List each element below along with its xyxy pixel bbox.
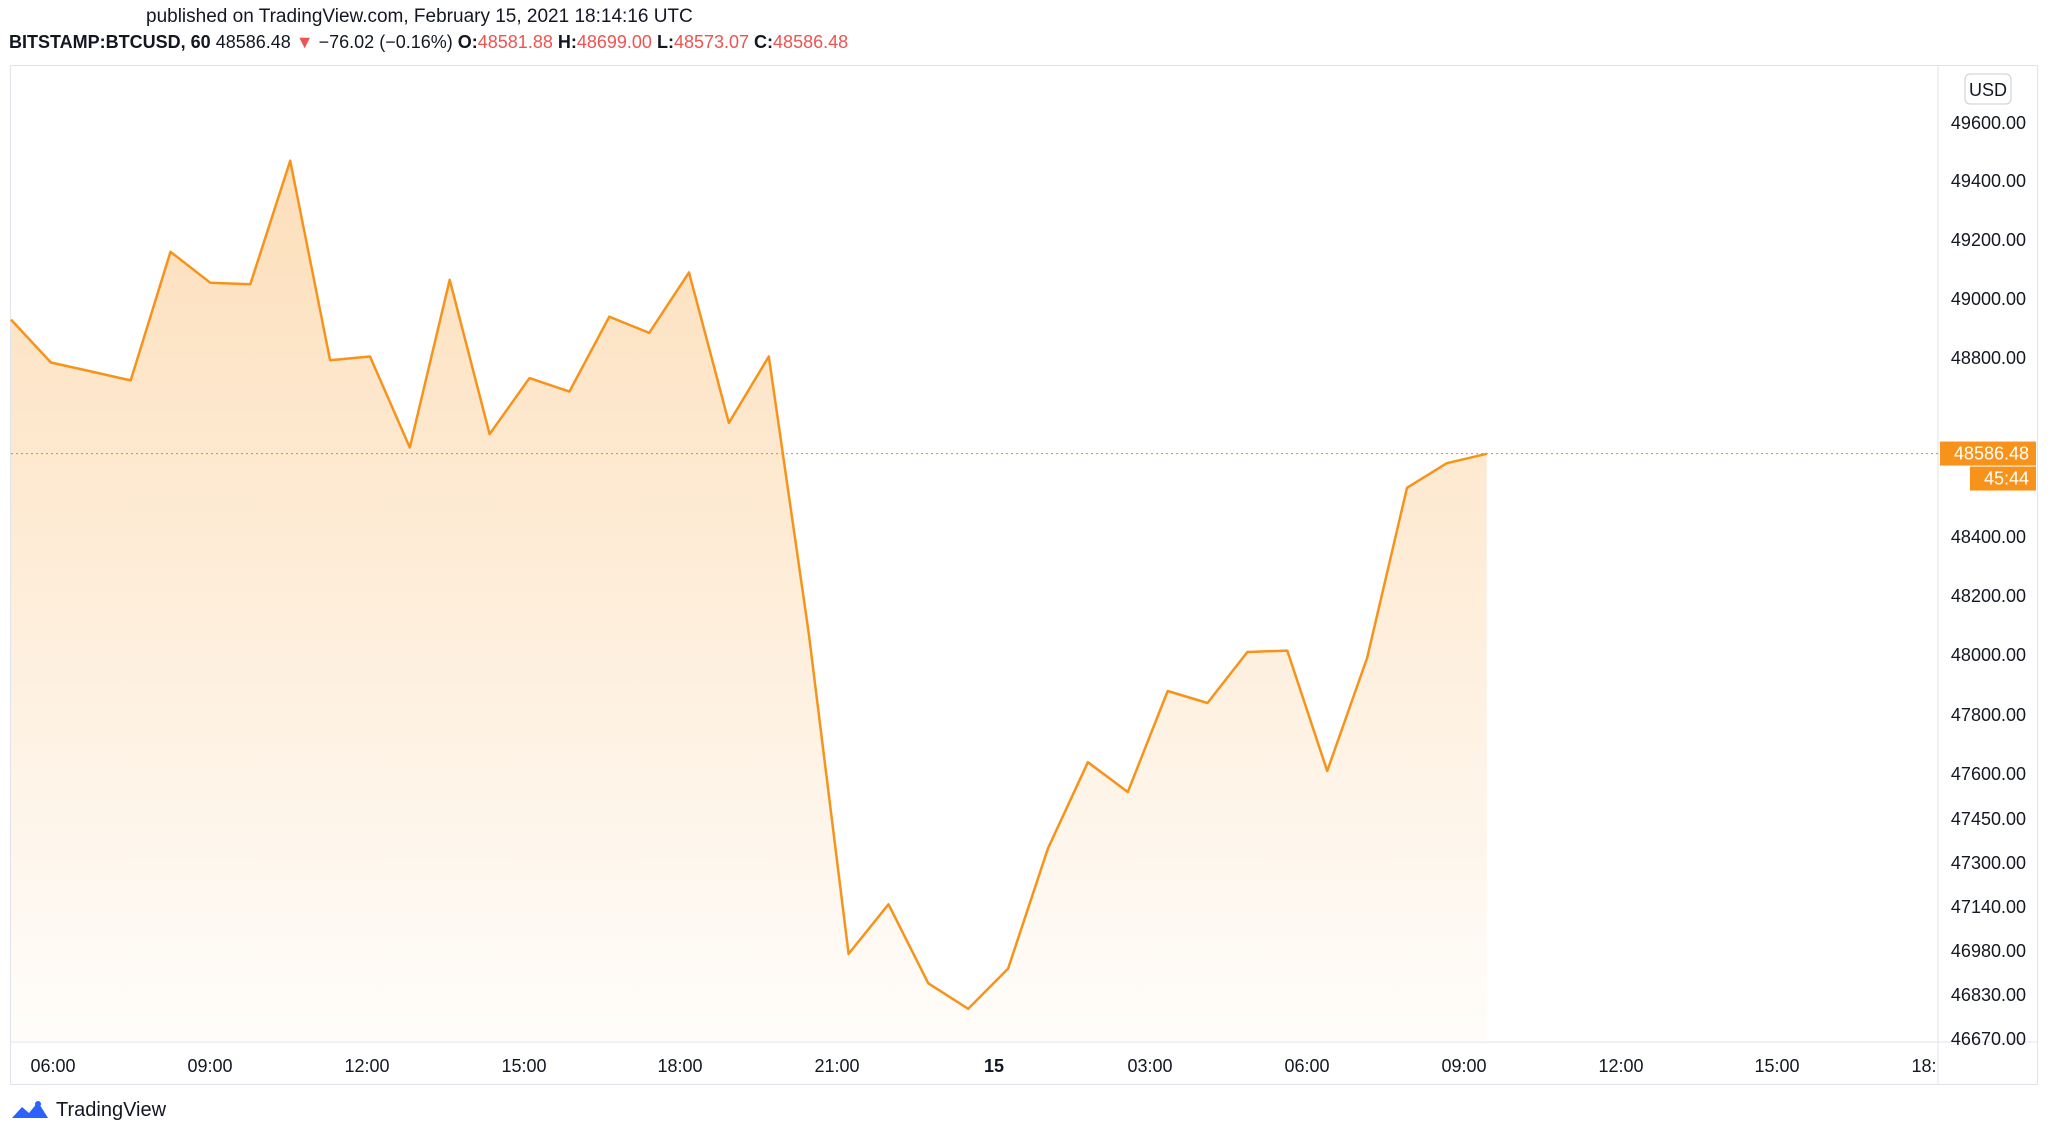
tradingview-logo[interactable]: TradingView (10, 1098, 166, 1122)
currency-label: USD (1969, 80, 2007, 100)
close-value: 48586.48 (773, 32, 849, 52)
tradingview-brand: TradingView (56, 1098, 167, 1121)
low-value: 48573.07 (673, 32, 750, 52)
close-label: C: (754, 32, 774, 52)
y-tick-label: 48000.00 (1951, 645, 2026, 665)
y-tick-label: 48400.00 (1951, 527, 2026, 547)
y-tick-label: 47800.00 (1951, 705, 2026, 725)
symbol-label[interactable]: BITSTAMP:BTCUSD, 60 (9, 32, 211, 52)
last-price-marker-label: 48586.48 (1954, 444, 2029, 464)
currency-button[interactable]: USD (1964, 73, 2012, 105)
y-tick-label: 49600.00 (1951, 113, 2026, 133)
high-label: H: (557, 32, 577, 52)
open-label: O: (457, 32, 478, 52)
y-tick-label: 47450.00 (1951, 809, 2026, 829)
y-tick-label: 49000.00 (1951, 289, 2026, 309)
low-label: L: (656, 32, 674, 52)
area-fill (11, 160, 1487, 1041)
x-tick-label: 12:00 (1598, 1056, 1643, 1076)
y-tick-label: 46830.00 (1951, 985, 2026, 1005)
x-tick-label: 03:00 (1127, 1056, 1172, 1076)
y-tick-label: 46670.00 (1951, 1029, 2026, 1049)
symbol-legend: BITSTAMP:BTCUSD, 60 48586.48 ▼ −76.02 (−… (9, 32, 848, 53)
y-tick-label: 47600.00 (1951, 764, 2026, 784)
bar-countdown: 45:44 (1970, 466, 2036, 491)
x-tick-label: 18: (1911, 1056, 1936, 1076)
price-change: −76.02 (−0.16%) (318, 32, 453, 52)
y-tick-label: 47140.00 (1951, 897, 2026, 917)
open-value: 48581.88 (477, 32, 553, 52)
x-tick-label: 15 (984, 1056, 1004, 1076)
bar-countdown-label: 45:44 (1984, 469, 2029, 489)
x-tick-label: 09:00 (187, 1056, 232, 1076)
y-tick-label: 49200.00 (1951, 230, 2026, 250)
high-value: 48699.00 (576, 32, 652, 52)
x-tick-label: 18:00 (657, 1056, 702, 1076)
x-tick-label: 06:00 (30, 1056, 75, 1076)
tradingview-logo-icon (12, 1101, 48, 1118)
chart-frame[interactable] (10, 65, 2038, 1085)
x-tick-label: 15:00 (1754, 1056, 1799, 1076)
last-price: 48586.48 (215, 32, 291, 52)
y-tick-label: 48200.00 (1951, 586, 2026, 606)
last-price-marker[interactable]: 48586.48 (1940, 441, 2036, 466)
x-tick-label: 21:00 (814, 1056, 859, 1076)
x-tick-label: 06:00 (1284, 1056, 1329, 1076)
x-tick-label: 12:00 (344, 1056, 389, 1076)
x-tick-label: 15:00 (501, 1056, 546, 1076)
y-tick-label: 49400.00 (1951, 171, 2026, 191)
x-tick-label: 09:00 (1441, 1056, 1486, 1076)
down-arrow-icon: ▼ (295, 32, 314, 52)
y-tick-label: 48800.00 (1951, 348, 2026, 368)
published-caption: published on TradingView.com, February 1… (146, 6, 693, 27)
y-tick-label: 46980.00 (1951, 941, 2026, 961)
price-line (10, 159, 1487, 1011)
y-tick-label: 47300.00 (1951, 853, 2026, 873)
